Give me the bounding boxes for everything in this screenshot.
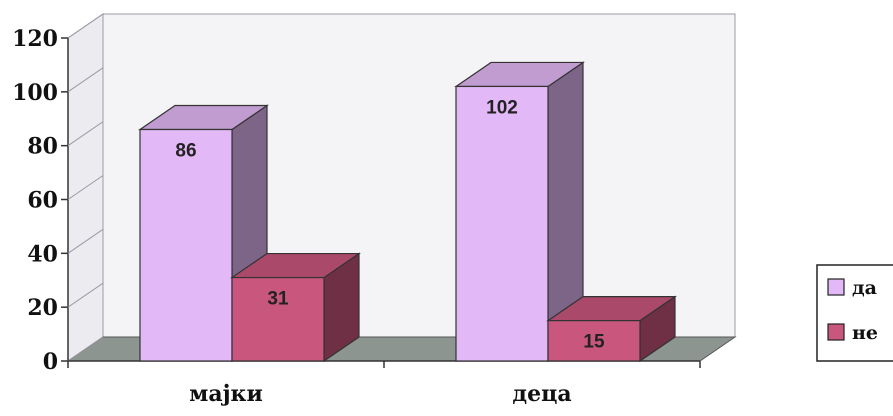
legend-label: да [852, 277, 877, 299]
data-label: 86 [175, 141, 196, 162]
legend-label: не [852, 322, 878, 344]
y-tick-label: 0 [43, 349, 58, 375]
bar-front-face [547, 320, 641, 362]
y-tick-label: 120 [12, 26, 58, 52]
legend: да не [816, 264, 893, 362]
y-tick-label: 100 [12, 80, 58, 106]
data-label: 102 [486, 97, 518, 118]
bar-front-face [455, 85, 549, 362]
bar-front-face [231, 276, 325, 362]
y-wall-tick [67, 228, 104, 254]
y-axis: 0 20 40 60 80 100 120 [12, 13, 104, 375]
bars: 86 31 102 15 [138, 61, 677, 363]
x-category-label: деца [512, 381, 571, 407]
y-tick-label: 40 [27, 241, 58, 267]
y-wall-tick [67, 13, 104, 39]
y-tick-label: 60 [27, 188, 58, 214]
y-wall-tick [67, 282, 104, 308]
y-tick-label: 80 [27, 134, 58, 160]
y-wall-tick [67, 336, 104, 362]
data-label: 31 [267, 289, 289, 310]
y-tick-label: 20 [27, 295, 58, 321]
legend-item: да [827, 277, 877, 299]
bar-front-face [139, 128, 233, 362]
data-label: 15 [583, 332, 605, 353]
legend-swatch [827, 323, 845, 341]
y-wall-tick [67, 121, 104, 147]
x-category-label: мајки [189, 381, 263, 407]
legend-item: не [827, 322, 878, 344]
y-wall-tick [67, 67, 104, 93]
bar-да-деца: 102 [454, 61, 585, 363]
bar-не-деца: 15 [546, 295, 677, 363]
x-axis: мајки деца [67, 360, 701, 407]
y-wall-tick [67, 175, 104, 200]
legend-swatch [827, 278, 845, 296]
bar-не-мајки: 31 [230, 252, 361, 363]
